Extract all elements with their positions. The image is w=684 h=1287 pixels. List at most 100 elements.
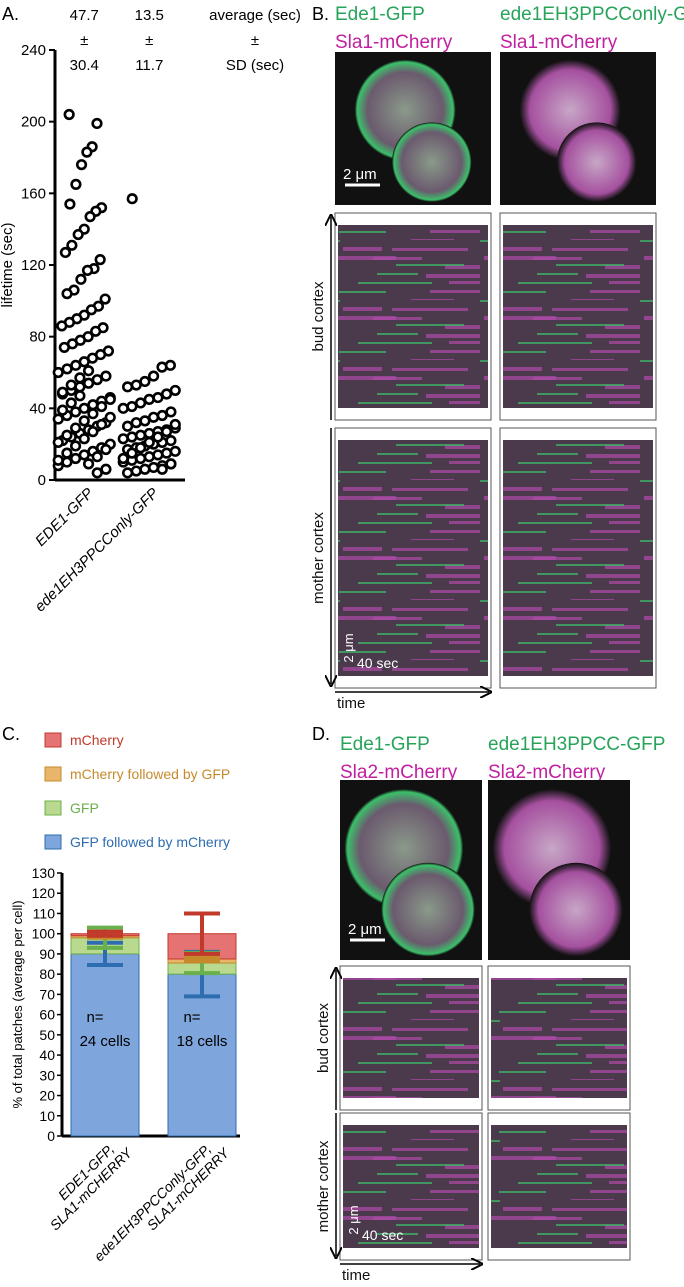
data-point [160, 426, 173, 438]
data-point [100, 370, 112, 382]
data-point [56, 386, 69, 398]
error-bar [184, 911, 220, 956]
y-tick-label: 130 [32, 865, 56, 881]
data-point [63, 108, 75, 121]
channel-label: Sla2-mCherry [340, 762, 458, 783]
legend-swatch [44, 834, 62, 850]
data-point [52, 413, 64, 425]
data-point [99, 293, 111, 305]
cell [391, 122, 472, 202]
legend-swatch [44, 732, 62, 748]
kymograph [491, 1125, 627, 1248]
y-tick-label: 110 [33, 905, 56, 921]
data-point [134, 452, 147, 465]
kymo-time: 40 sec [357, 655, 398, 671]
bar-label: 18 cells [177, 1033, 228, 1050]
stat-text: 30.4 [70, 57, 99, 74]
data-point [85, 304, 98, 316]
data-point [156, 463, 168, 475]
data-point [156, 361, 168, 373]
data-point [126, 447, 138, 459]
channel-label: Sla1-mCherry [335, 32, 453, 53]
data-point [65, 379, 77, 391]
channel-label: Ede1-GFP [335, 4, 425, 25]
data-point [100, 463, 112, 475]
data-point [134, 429, 147, 441]
data-point [78, 449, 90, 461]
data-point [160, 388, 173, 400]
cell [529, 862, 623, 957]
data-point [56, 404, 69, 416]
data-point [52, 436, 64, 448]
channel-label: Ede1-GFP [340, 734, 430, 755]
data-point [165, 458, 177, 470]
cell [556, 122, 637, 202]
stat-text: 11.7 [135, 57, 163, 74]
panel-label: B. [312, 4, 329, 24]
legend-swatch [44, 800, 62, 816]
data-point [74, 372, 86, 384]
data-point [147, 461, 160, 474]
data-point [64, 198, 76, 210]
stat-label: SD (sec) [226, 57, 284, 74]
y-axis-label: lifetime (sec) [0, 222, 16, 307]
legend-swatch [44, 766, 62, 782]
data-point [69, 422, 82, 434]
y-tick-label: 40 [29, 400, 46, 417]
kymo-scale: 2 μm [341, 633, 356, 662]
data-point [134, 442, 147, 454]
x-tick-label: EDE1-GFP [32, 485, 97, 550]
data-point [130, 417, 142, 429]
axis-label: mother cortex [315, 1140, 332, 1232]
panel-c: 0 10 20 30 40 50 60 70 80 90 100 110 120 130 % of tota… [10, 732, 240, 1264]
data-point [91, 117, 103, 130]
data-point [70, 178, 82, 190]
data-point [75, 273, 87, 285]
data-point [91, 374, 103, 386]
data-point [169, 418, 181, 431]
panel-a: 0 40 80 120 160 200 240 lifetime (sec) EDE1-GFP 4… [0, 7, 301, 615]
y-tick-label: 90 [39, 946, 55, 962]
panel-label: D. [312, 724, 330, 744]
stat-label: ± [251, 32, 259, 49]
y-tick-label: 70 [39, 986, 55, 1002]
data-point [130, 379, 142, 391]
data-point [81, 264, 94, 276]
data-point [61, 429, 73, 441]
data-point [121, 467, 134, 479]
axis-label: bud cortex [310, 281, 327, 352]
channel-label: ede1EH3PPCC-GFP [488, 734, 665, 755]
data-point [104, 411, 116, 423]
y-tick-label: 240 [21, 42, 46, 59]
panel-label: A. [2, 4, 19, 24]
data-point [72, 228, 84, 241]
axis-label: bud cortex [315, 1002, 332, 1073]
data-point [143, 393, 155, 405]
data-point [160, 447, 173, 459]
data-point [69, 452, 82, 465]
data-point [66, 239, 78, 251]
kymograph [338, 440, 488, 676]
data-point [121, 381, 134, 393]
panel-d: Ede1-GFP Sla2-mCherry ede1EH3PPCC-GFP Sla2-… [315, 734, 665, 1284]
panel-label: C. [2, 724, 20, 744]
channel-label: Sla2-mCherry [488, 762, 606, 783]
cell [381, 862, 475, 957]
legend-label: mCherry followed by GFP [70, 766, 230, 782]
x-tick-label: ede1EH3PPCConly-GFP [32, 485, 163, 616]
y-tick-label: 20 [39, 1088, 55, 1104]
data-point [75, 159, 88, 171]
kymo-scale: 2 μm [346, 1205, 361, 1234]
data-point [139, 463, 151, 475]
y-tick-label: 120 [32, 885, 56, 901]
stat-text: ± [80, 32, 88, 49]
data-point [82, 365, 95, 377]
legend-label: mCherry [70, 732, 124, 748]
bar-label: 24 cells [80, 1033, 131, 1050]
data-point [156, 409, 168, 422]
error-bar [87, 929, 123, 938]
data-point [87, 426, 99, 438]
y-tick-label: 160 [21, 185, 46, 202]
data-point [95, 418, 108, 431]
